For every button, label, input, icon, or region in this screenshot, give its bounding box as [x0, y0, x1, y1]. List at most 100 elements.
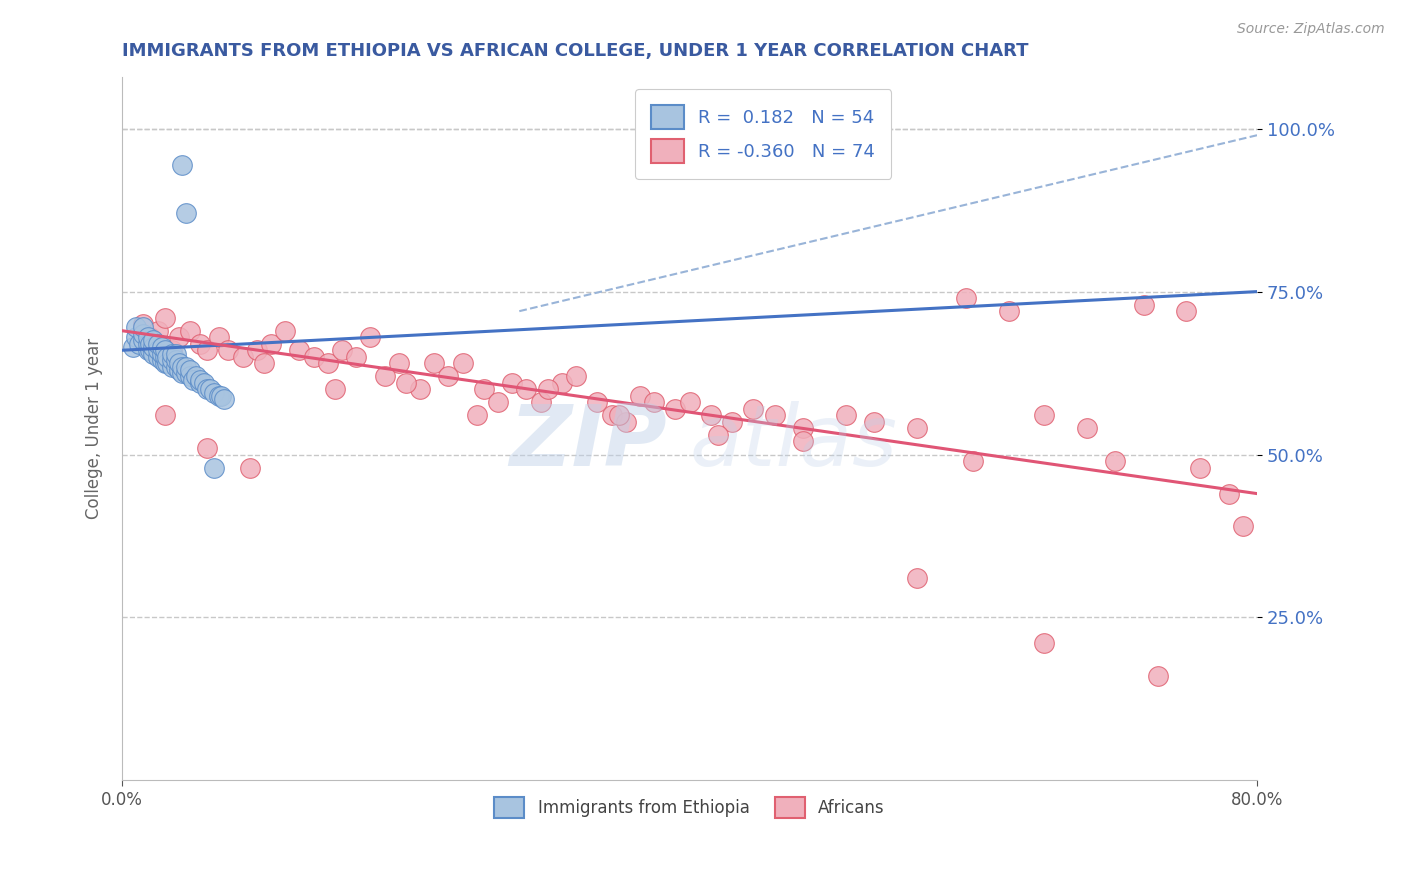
Point: [1232, 519, 1254, 533]
Point: [181, 373, 204, 387]
Point: [202, 385, 225, 400]
Point: [395, 376, 418, 390]
Point: [195, 382, 218, 396]
Point: [195, 343, 218, 358]
Point: [160, 353, 183, 368]
Point: [146, 336, 169, 351]
Point: [1104, 454, 1126, 468]
Point: [153, 350, 176, 364]
Point: [160, 359, 183, 374]
Point: [212, 392, 235, 406]
Point: [260, 336, 283, 351]
Point: [146, 324, 169, 338]
Point: [142, 346, 165, 360]
Point: [1033, 636, 1056, 650]
Point: [139, 330, 162, 344]
Point: [997, 304, 1019, 318]
Point: [150, 353, 173, 368]
Point: [239, 460, 262, 475]
Text: atlas: atlas: [689, 401, 897, 484]
Point: [179, 363, 201, 377]
Point: [373, 369, 395, 384]
Point: [678, 395, 700, 409]
Point: [700, 409, 723, 423]
Point: [586, 395, 609, 409]
Point: [451, 356, 474, 370]
Point: [288, 343, 311, 358]
Point: [198, 382, 221, 396]
Point: [150, 340, 173, 354]
Point: [834, 409, 856, 423]
Point: [274, 324, 297, 338]
Point: [600, 409, 623, 423]
Point: [551, 376, 574, 390]
Point: [792, 434, 814, 449]
Point: [170, 157, 193, 171]
Point: [1033, 409, 1056, 423]
Legend: Immigrants from Ethiopia, Africans: Immigrants from Ethiopia, Africans: [488, 790, 891, 825]
Point: [207, 389, 229, 403]
Point: [132, 334, 155, 348]
Point: [188, 373, 211, 387]
Text: ZIP: ZIP: [509, 401, 666, 484]
Point: [179, 369, 201, 384]
Point: [863, 415, 886, 429]
Point: [153, 310, 176, 325]
Point: [232, 350, 254, 364]
Point: [217, 343, 239, 358]
Point: [139, 343, 162, 358]
Point: [330, 343, 353, 358]
Point: [1132, 298, 1154, 312]
Point: [132, 326, 155, 341]
Point: [167, 356, 190, 370]
Point: [423, 356, 446, 370]
Point: [905, 421, 928, 435]
Point: [146, 350, 169, 364]
Point: [122, 340, 145, 354]
Point: [188, 376, 211, 390]
Point: [501, 376, 523, 390]
Text: Source: ZipAtlas.com: Source: ZipAtlas.com: [1237, 22, 1385, 37]
Point: [409, 382, 432, 396]
Point: [1189, 460, 1212, 475]
Point: [388, 356, 411, 370]
Point: [437, 369, 460, 384]
Point: [529, 395, 551, 409]
Point: [170, 359, 193, 374]
Point: [207, 330, 229, 344]
Point: [179, 324, 201, 338]
Point: [359, 330, 381, 344]
Point: [302, 350, 325, 364]
Point: [486, 395, 509, 409]
Point: [742, 401, 765, 416]
Point: [792, 421, 814, 435]
Point: [565, 369, 588, 384]
Point: [125, 330, 148, 344]
Point: [160, 346, 183, 360]
Point: [465, 409, 488, 423]
Point: [253, 356, 276, 370]
Point: [142, 334, 165, 348]
Point: [1076, 421, 1098, 435]
Point: [174, 359, 197, 374]
Point: [643, 395, 665, 409]
Point: [132, 317, 155, 331]
Point: [150, 346, 173, 360]
Point: [195, 441, 218, 455]
Point: [721, 415, 744, 429]
Point: [184, 369, 207, 384]
Point: [344, 350, 367, 364]
Y-axis label: College, Under 1 year: College, Under 1 year: [86, 338, 103, 519]
Point: [165, 359, 187, 374]
Point: [165, 346, 187, 360]
Point: [1146, 669, 1168, 683]
Point: [905, 571, 928, 585]
Point: [1175, 304, 1198, 318]
Point: [153, 409, 176, 423]
Point: [167, 363, 190, 377]
Point: [136, 336, 159, 351]
Point: [472, 382, 495, 396]
Point: [763, 409, 786, 423]
Text: IMMIGRANTS FROM ETHIOPIA VS AFRICAN COLLEGE, UNDER 1 YEAR CORRELATION CHART: IMMIGRANTS FROM ETHIOPIA VS AFRICAN COLL…: [122, 42, 1029, 60]
Point: [628, 389, 651, 403]
